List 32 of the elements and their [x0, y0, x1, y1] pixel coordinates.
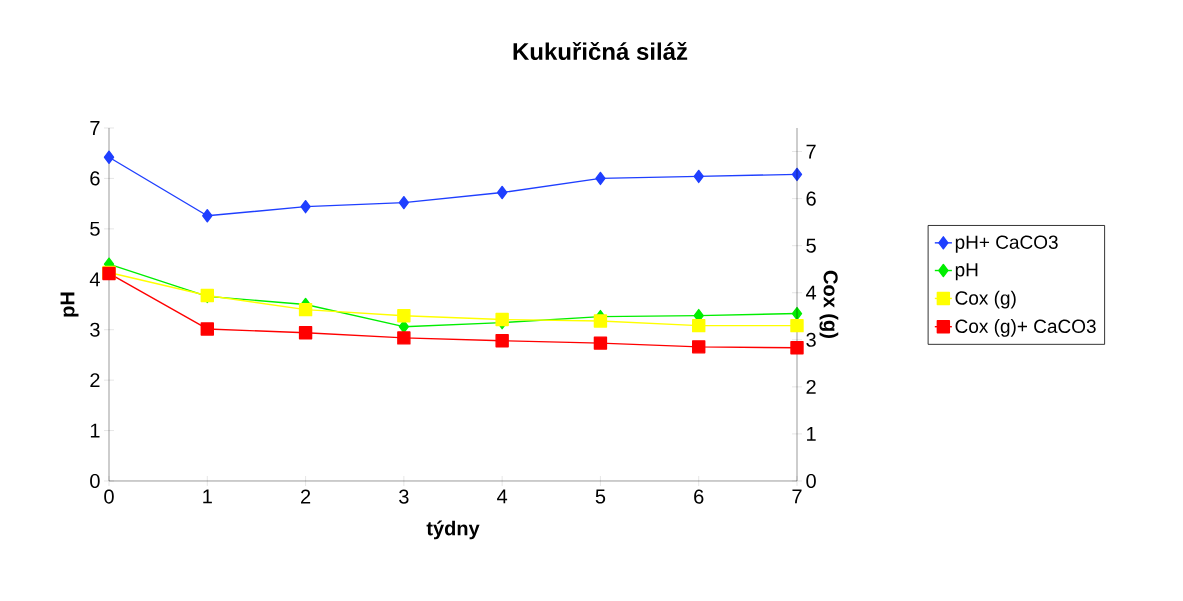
y-tick-label: 4 [89, 272, 100, 287]
y-tick-label: 0 [90, 473, 100, 489]
legend-label: pH [955, 263, 978, 281]
x-tick-label: 0 [104, 489, 114, 504]
x-tick-label: 4 [497, 489, 508, 504]
legend-label: Cox (g)+ CaCO3 [955, 319, 1096, 337]
y-tick-label: 5 [90, 221, 100, 236]
x-tick-label: 7 [792, 489, 802, 504]
x-tick-label: 6 [694, 489, 704, 504]
y-tick-label: 7 [90, 121, 100, 135]
legend-label: pH+ CaCO3 [955, 235, 1058, 253]
y2-tick-label: 6 [806, 191, 816, 206]
x-tick-label: 1 [203, 489, 212, 504]
y2-tick-label: 5 [806, 238, 816, 253]
x-tick-label: 3 [399, 489, 409, 504]
y-tick-label: 1 [90, 423, 100, 438]
x-tick-label: 5 [595, 489, 606, 504]
y2-tick-label: 7 [806, 144, 816, 159]
y2-tick-label: 4 [805, 285, 817, 300]
y2-tick-label: 3 [806, 332, 816, 347]
legend-label: Cox (g) [955, 290, 1016, 309]
y2-tick-label: 0 [806, 473, 816, 489]
y-axis-title: pH [60, 292, 79, 317]
y2-tick-label: 2 [806, 379, 816, 394]
y-tick-label: 6 [90, 171, 100, 186]
x-axis-title: týdny [426, 520, 480, 540]
y2-axis-title: Cox (g) [819, 270, 839, 338]
y2-tick-label: 1 [807, 427, 816, 441]
y-tick-label: 3 [90, 322, 100, 337]
x-tick-label: 2 [301, 489, 311, 504]
y-tick-label: 2 [90, 373, 100, 388]
chart-title: Kukuřičná siláž [513, 41, 688, 61]
